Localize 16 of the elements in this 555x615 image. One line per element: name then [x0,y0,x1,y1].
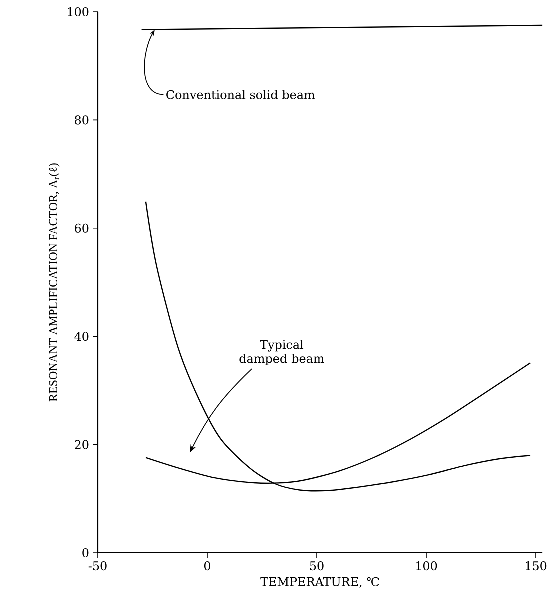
x-axis-title: TEMPERATURE, ℃ [260,577,380,588]
x-tick-label: 50 [310,562,324,571]
y-tick-label: 60 [75,224,89,233]
x-tick-label: 150 [526,562,547,571]
y-tick-label: 20 [75,440,89,450]
y-axis-title: RESONANT AMPLIFICATION FACTOR, A$_{r}$(ℓ) [48,164,60,402]
x-tick-label: -50 [88,562,107,571]
annotation: Conventional solid beam [166,90,316,100]
x-tick-label: 0 [204,562,211,571]
y-tick-label: 40 [74,332,89,342]
y-tick-label: 100 [68,7,89,17]
annotation: Typical damped beam [240,340,324,366]
line-series [145,201,532,492]
x-tick-label: 100 [416,562,438,571]
y-tick-label: 0 [82,548,89,558]
y-tick-label: 80 [75,116,89,125]
